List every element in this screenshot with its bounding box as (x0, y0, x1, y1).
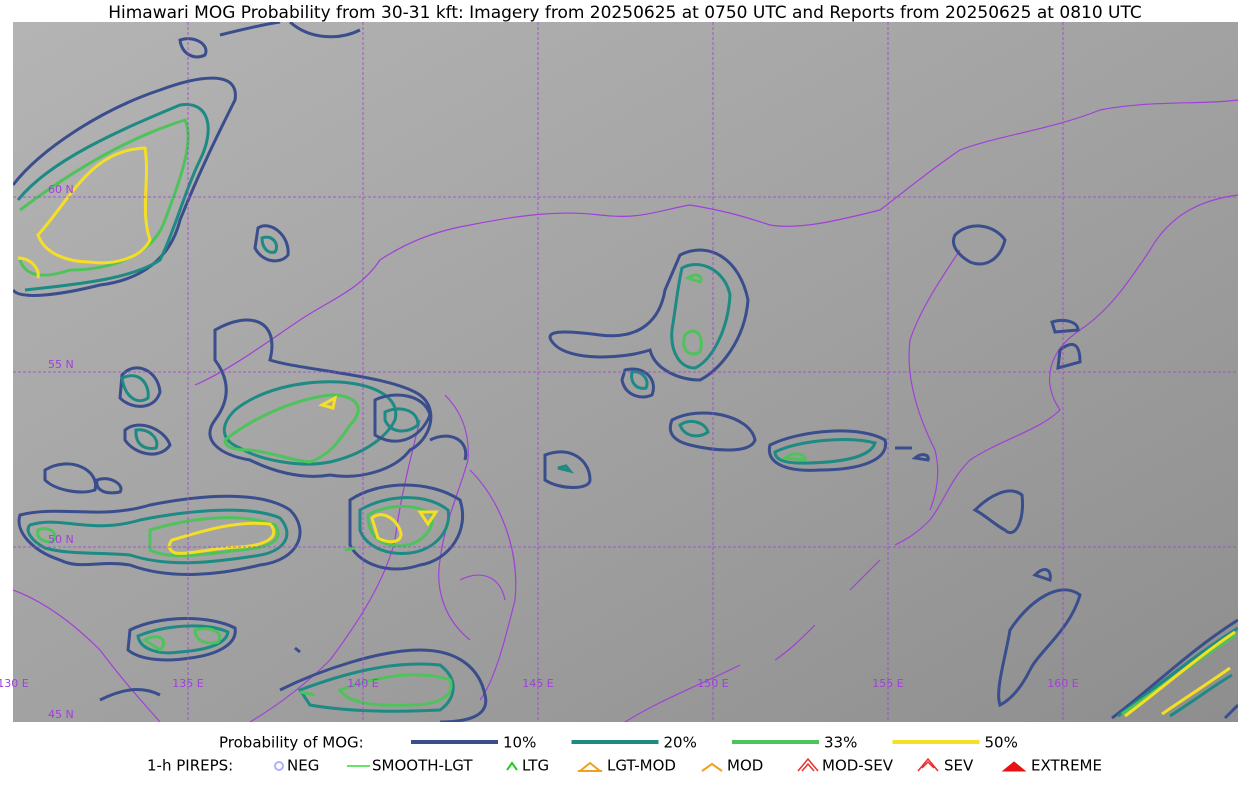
legend-label: SEV (944, 757, 974, 775)
contour-10 (43, 366, 172, 495)
lon-label: 150 E (697, 677, 728, 690)
contour-10 (99, 617, 488, 722)
contour-10 (548, 248, 750, 399)
contour-20 (16, 103, 210, 292)
legend-label: 50% (985, 734, 1018, 752)
legend-label: LTG (522, 757, 549, 775)
pirep-icon (506, 761, 518, 771)
legend-label: 20% (664, 734, 697, 752)
contour-10 (348, 393, 468, 571)
legend-label: 10% (503, 734, 536, 752)
coastline (908, 249, 961, 511)
pirep-icon (1001, 761, 1027, 772)
lon-label: 155 E (872, 677, 903, 690)
contour-33 (142, 627, 453, 707)
coastline (249, 419, 421, 722)
contour-50 (317, 395, 338, 410)
coastline (13, 589, 161, 722)
contour-20 (120, 374, 159, 450)
contour-20 (557, 420, 877, 474)
lat-label: 50 N (48, 533, 74, 546)
contour-20 (136, 624, 455, 713)
legend-label: 33% (824, 734, 857, 752)
lon-label: 135 E (172, 677, 203, 690)
contour-50 (370, 510, 439, 544)
title: Himawari MOG Probability from 30-31 kft:… (108, 3, 1142, 23)
legend-title: 1-h PIREPS: (147, 757, 233, 775)
legend: Probability of MOG: 10% 20% 33% 50% 1-h PIREP… (147, 734, 1102, 775)
legend-label: SMOOTH-LGT (372, 757, 473, 775)
coastline (894, 194, 1238, 546)
legend-title: Probability of MOG: (219, 734, 364, 752)
coastline (194, 99, 1238, 386)
contour-33 (223, 393, 360, 464)
contour-10 (1111, 618, 1238, 720)
coastline (438, 394, 471, 641)
contour-33 (781, 452, 807, 462)
legend-label: LGT-MOD (607, 757, 676, 775)
contour-20 (26, 508, 289, 565)
map (13, 22, 1238, 722)
coastline (459, 469, 517, 701)
lat-label: 55 N (48, 358, 74, 371)
graticule-labels: 130 E 135 E 140 E 145 E 150 E 155 E 160 E 60 N 5… (0, 183, 1079, 721)
contour-10 (208, 318, 433, 478)
lon-label: 145 E (522, 677, 553, 690)
legend-label: NEG (287, 757, 319, 775)
contour-20 (630, 262, 732, 390)
contour-10 (13, 76, 237, 297)
legend-label: MOD-SEV (822, 757, 894, 775)
contour-33 (18, 118, 190, 277)
contour-10 (543, 411, 930, 489)
pirep-icon (701, 762, 723, 772)
contour-33 (36, 516, 280, 558)
pirep-icon (917, 757, 939, 772)
contour-50 (17, 146, 152, 279)
lat-label: 60 N (48, 183, 74, 196)
contour-50 (1124, 630, 1236, 718)
legend-label: MOD (727, 757, 763, 775)
legend-label: EXTREME (1031, 757, 1102, 775)
pirep-icon (797, 757, 819, 772)
pirep-icon (577, 761, 603, 772)
lon-label: 160 E (1047, 677, 1078, 690)
lat-label: 45 N (48, 708, 74, 721)
contour-10 (253, 224, 290, 263)
coastlines (13, 99, 1238, 722)
graticule (13, 22, 1238, 722)
contour-10 (178, 22, 361, 59)
contour-10 (17, 494, 302, 576)
lon-label: 130 E (0, 677, 29, 690)
contour-33 (682, 273, 703, 356)
lon-label: 140 E (347, 677, 378, 690)
contour-20 (260, 235, 278, 254)
contours (13, 22, 1238, 722)
pirep-icon (274, 761, 284, 771)
coastline (624, 559, 881, 722)
contour-10 (952, 224, 1082, 708)
